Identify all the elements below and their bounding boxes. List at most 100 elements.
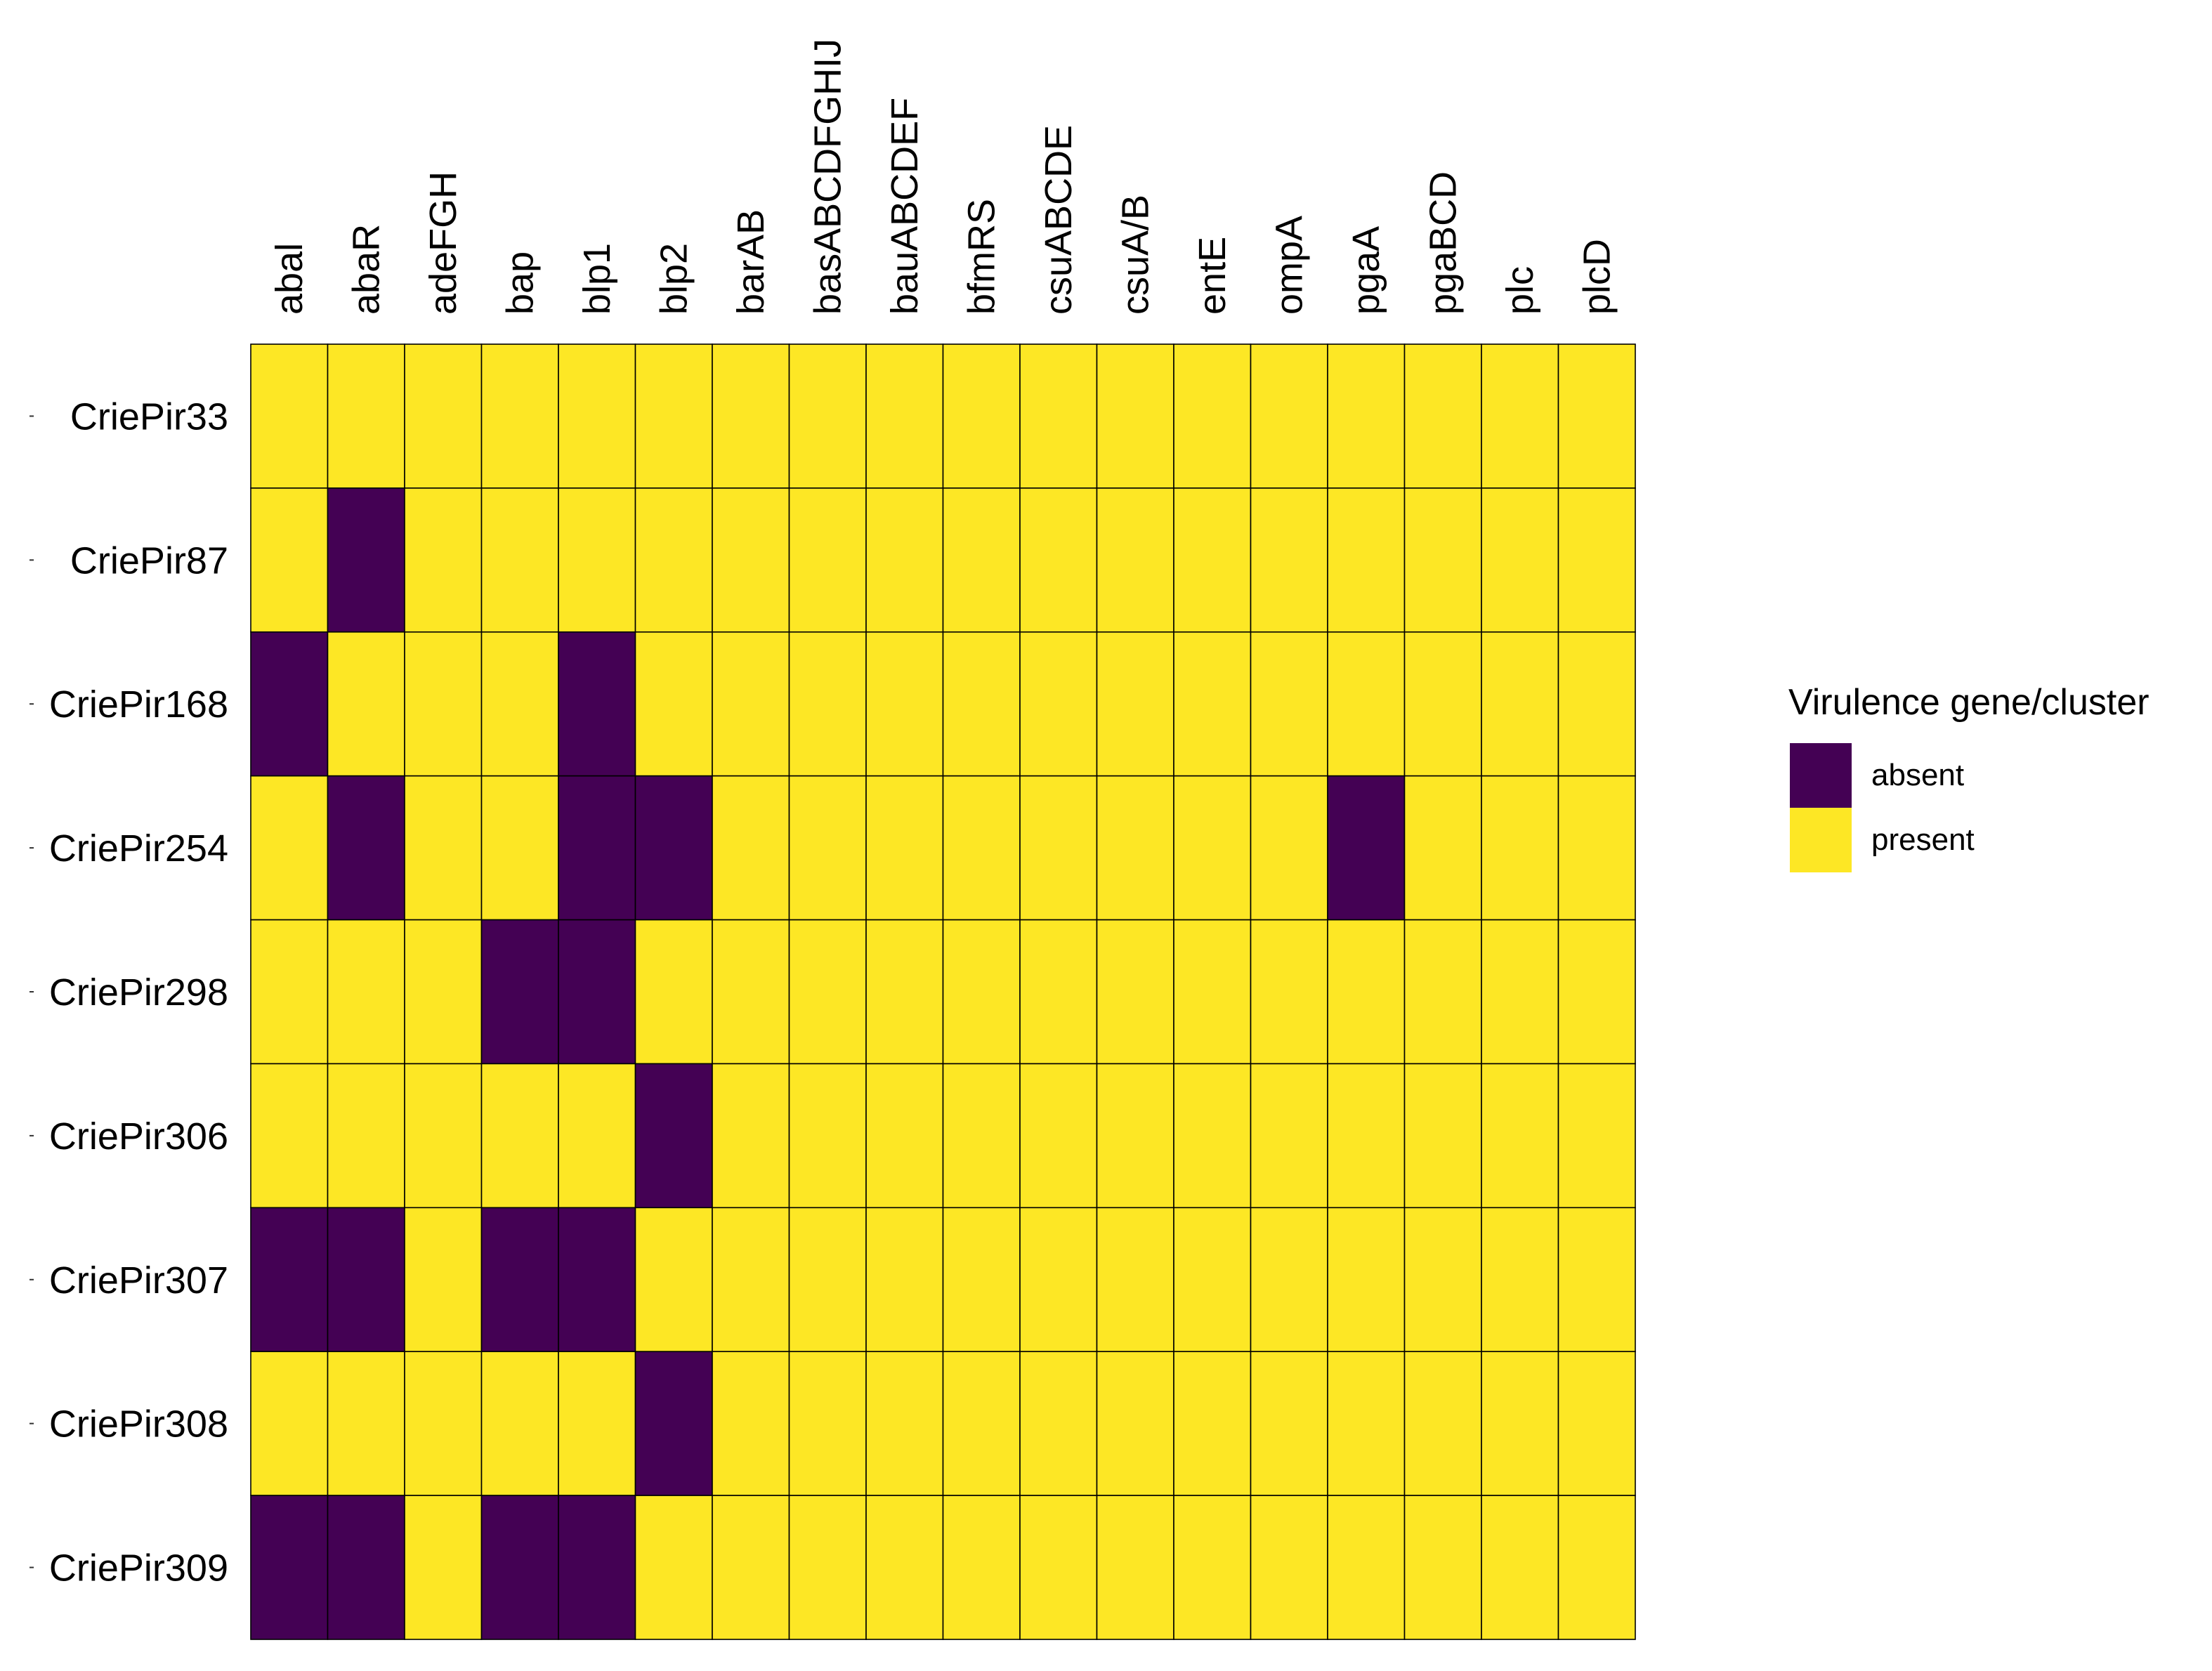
heatmap-cell — [327, 1207, 405, 1353]
heatmap-cell — [1481, 1207, 1559, 1353]
heatmap-cell — [1403, 1063, 1482, 1209]
heatmap-cell — [865, 1495, 944, 1640]
heatmap-cell — [1173, 775, 1252, 921]
heatmap-cell — [480, 1351, 559, 1496]
column-label: bap — [499, 251, 541, 315]
heatmap-cell — [1250, 487, 1328, 633]
heatmap-cell — [1019, 1495, 1098, 1640]
column-label: barAB — [730, 209, 772, 315]
heatmap-cell — [1481, 775, 1559, 921]
heatmap-cell — [1250, 631, 1328, 777]
row-label: CriePir298 — [49, 971, 228, 1014]
heatmap-cell — [404, 1351, 483, 1496]
heatmap-cell — [1173, 919, 1252, 1065]
heatmap-cell — [1557, 775, 1636, 921]
heatmap-cell — [1557, 919, 1636, 1065]
heatmap-cell — [480, 919, 559, 1065]
heatmap-cell — [404, 1063, 483, 1209]
heatmap-cell — [480, 775, 559, 921]
heatmap-cell — [1096, 1063, 1174, 1209]
heatmap-cell — [942, 1063, 1021, 1209]
legend-swatch-present — [1790, 808, 1852, 872]
heatmap-cell — [1096, 487, 1174, 633]
heatmap-cell — [1327, 775, 1406, 921]
heatmap-cell — [712, 487, 790, 633]
column-label: bfmRS — [960, 199, 1002, 315]
column-labels: abal abaR adeFGH bap blp1 blp2 barAB basABCDFGH… — [268, 39, 1618, 315]
heatmap-cell — [788, 343, 867, 489]
heatmap-cell — [865, 1063, 944, 1209]
heatmap-cell — [1096, 919, 1174, 1065]
row-label: CriePir168 — [49, 683, 228, 726]
heatmap-cell — [558, 1351, 636, 1496]
heatmap-cell — [480, 631, 559, 777]
heatmap-cell — [1019, 1063, 1098, 1209]
heatmap-cell — [865, 1351, 944, 1496]
heatmap-cell — [1173, 631, 1252, 777]
heatmap-cell — [1403, 631, 1482, 777]
column-label: plcD — [1576, 239, 1618, 315]
heatmap-cell — [1096, 775, 1174, 921]
column-label: abaR — [345, 224, 387, 315]
heatmap-cell — [1481, 1063, 1559, 1209]
row-label: CriePir308 — [49, 1403, 228, 1446]
heatmap-cell — [712, 775, 790, 921]
heatmap-cell — [1019, 487, 1098, 633]
heatmap-cell — [1557, 487, 1636, 633]
heatmap-cell — [865, 775, 944, 921]
column-label: bauABCDEF — [884, 98, 926, 315]
heatmap-cell — [558, 1495, 636, 1640]
column-label: adeFGH — [422, 171, 464, 315]
heatmap-cell — [1481, 487, 1559, 633]
legend-title: Virulence gene/cluster — [1788, 682, 2149, 723]
heatmap-cell — [1327, 631, 1406, 777]
heatmap-cell — [942, 343, 1021, 489]
heatmap-cell — [1096, 343, 1174, 489]
heatmap-cell — [1403, 1495, 1482, 1640]
heatmap-cell — [404, 343, 483, 489]
column-label: entE — [1191, 237, 1233, 315]
column-label: plc — [1499, 266, 1541, 315]
heatmap-cell — [942, 487, 1021, 633]
heatmap-cell — [1481, 919, 1559, 1065]
heatmap-cell — [404, 1207, 483, 1353]
legend-label-present: present — [1871, 823, 1975, 857]
heatmap-cell — [1173, 1063, 1252, 1209]
heatmap-cell — [1557, 1351, 1636, 1496]
heatmap-cell — [558, 487, 636, 633]
heatmap-cell — [558, 1207, 636, 1353]
heatmap-cell — [250, 1207, 329, 1353]
legend-swatch-absent — [1790, 743, 1852, 808]
heatmap-cell — [327, 919, 405, 1065]
heatmap-cell — [865, 919, 944, 1065]
heatmap-cell — [250, 1063, 329, 1209]
heatmap-cell — [1250, 1495, 1328, 1640]
row-label: CriePir307 — [49, 1259, 228, 1302]
heatmap-cell — [634, 1207, 713, 1353]
column-label: blp2 — [653, 243, 695, 315]
heatmap-cell — [1250, 343, 1328, 489]
row-label: CriePir33 — [70, 395, 228, 438]
heatmap-cell — [788, 1351, 867, 1496]
row-label: CriePir309 — [49, 1547, 228, 1590]
heatmap-cell — [1403, 1207, 1482, 1353]
heatmap-cell — [1403, 919, 1482, 1065]
heatmap-cell — [250, 343, 329, 489]
heatmap-cell — [1096, 631, 1174, 777]
heatmap-cell — [327, 775, 405, 921]
heatmap-cell — [327, 631, 405, 777]
heatmap-cell — [712, 1495, 790, 1640]
heatmap-cell — [480, 1495, 559, 1640]
heatmap-cell — [404, 919, 483, 1065]
heatmap-cell — [250, 919, 329, 1065]
heatmap-cell — [1481, 343, 1559, 489]
heatmap-cell — [788, 1207, 867, 1353]
heatmap-cell — [250, 1495, 329, 1640]
heatmap-cell — [1019, 631, 1098, 777]
column-label: abal — [268, 243, 310, 315]
heatmap-cell — [404, 631, 483, 777]
heatmap-cell — [250, 631, 329, 777]
heatmap-cell — [788, 487, 867, 633]
heatmap-cell — [634, 1495, 713, 1640]
